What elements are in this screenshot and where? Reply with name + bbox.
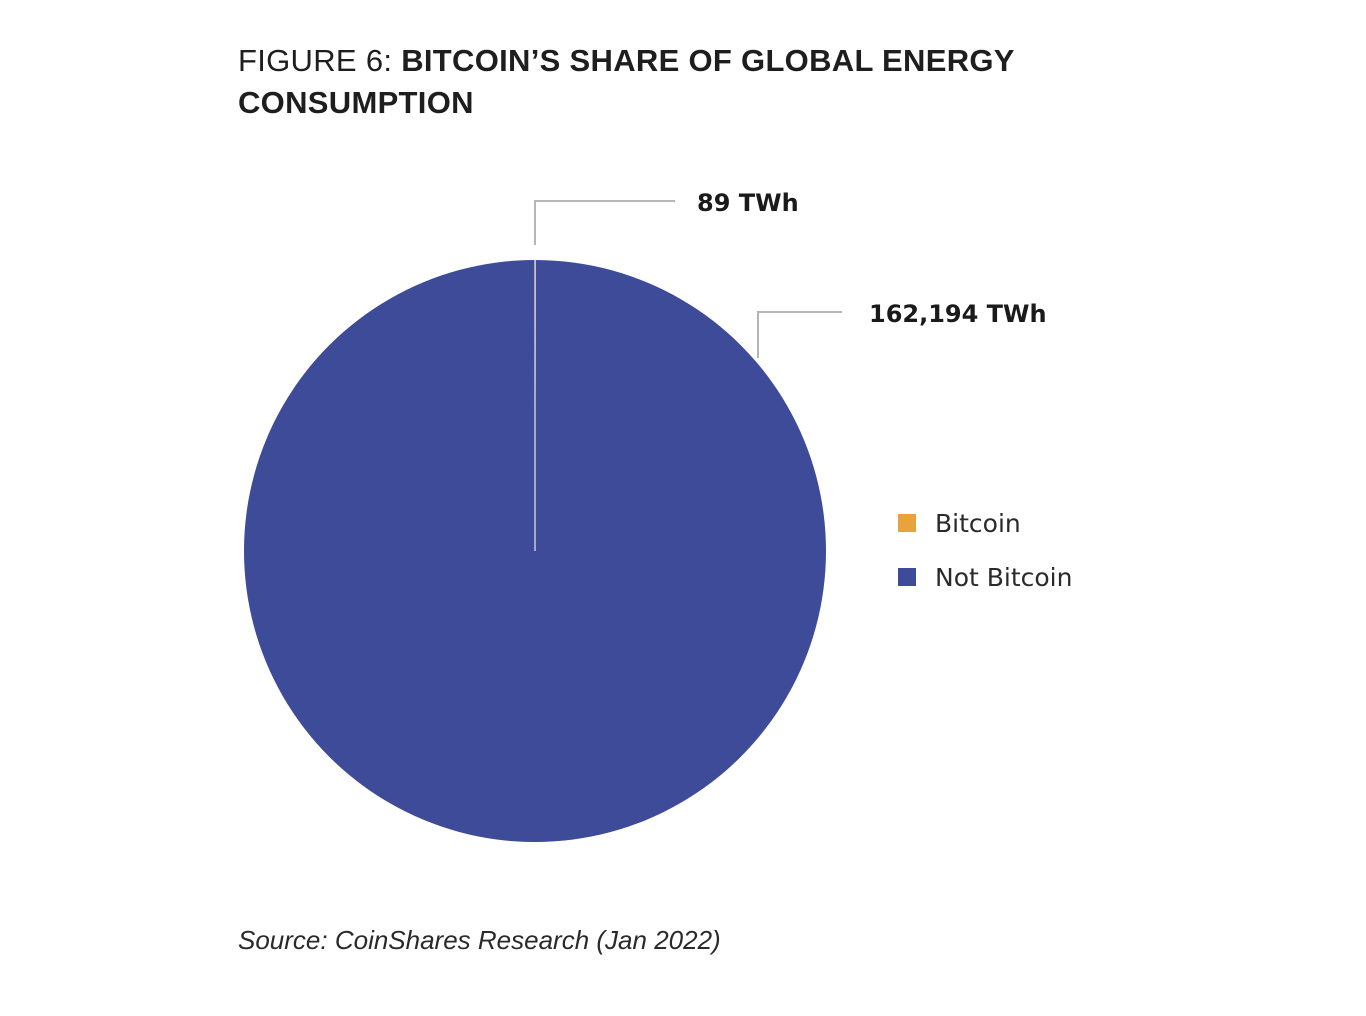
chart-title: FIGURE 6: BITCOIN’S SHARE OF GLOBAL ENER… bbox=[238, 40, 1038, 124]
legend-label-not-bitcoin: Not Bitcoin bbox=[935, 563, 1072, 592]
title-prefix: FIGURE 6: bbox=[238, 43, 393, 78]
legend-swatch-not-bitcoin bbox=[898, 568, 916, 586]
value-label-bitcoin: 89 TWh bbox=[697, 189, 799, 217]
legend-swatch-bitcoin bbox=[898, 514, 916, 532]
title-main: BITCOIN’S SHARE OF GLOBAL ENERGY CONSUMP… bbox=[238, 43, 1015, 120]
source-note: Source: CoinShares Research (Jan 2022) bbox=[238, 925, 721, 955]
legend-label-bitcoin: Bitcoin bbox=[935, 509, 1021, 538]
value-label-not-bitcoin: 162,194 TWh bbox=[869, 300, 1047, 328]
leader-line-not-bitcoin bbox=[757, 311, 842, 358]
leader-line-bitcoin bbox=[534, 200, 675, 245]
